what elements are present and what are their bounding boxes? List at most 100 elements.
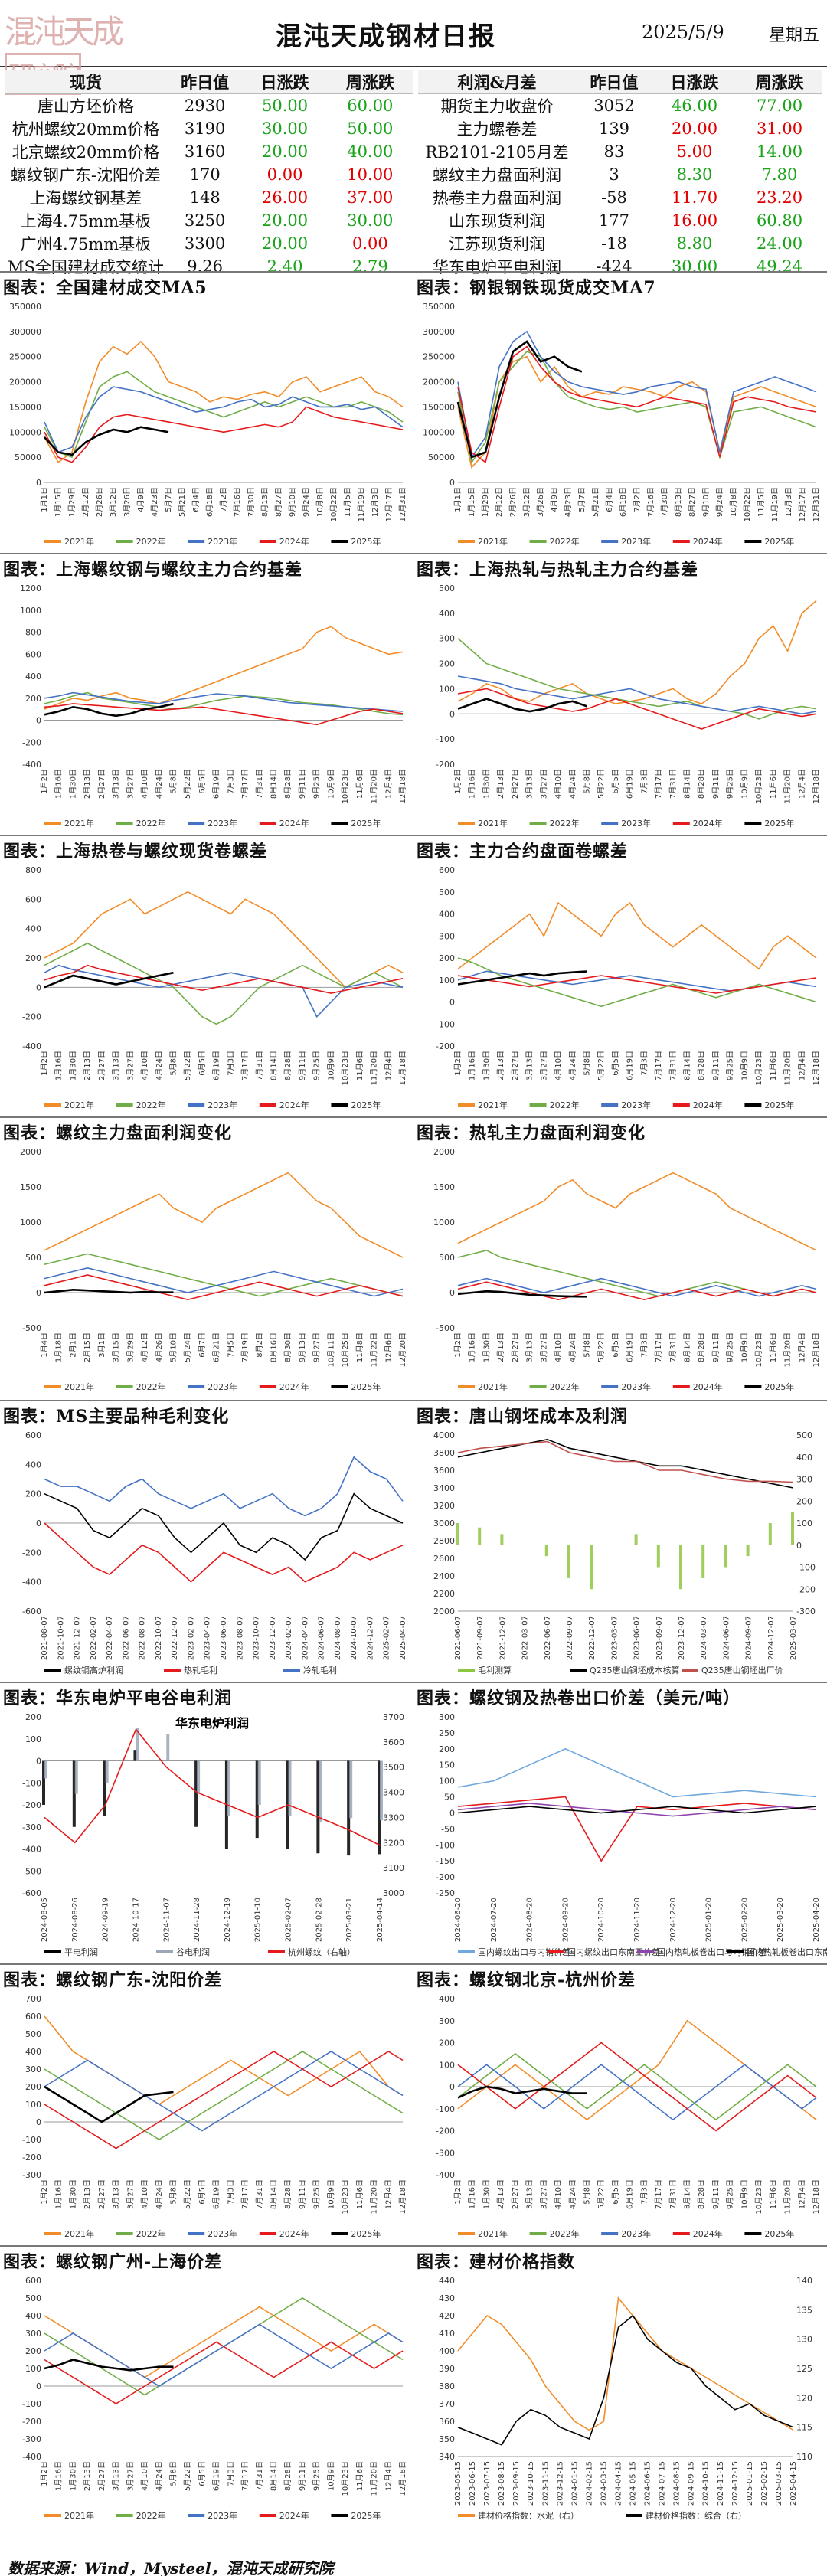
x-tick-label: 6月19日	[212, 2179, 221, 2209]
legend-label: 国内热轧板卷出口东南亚价差	[747, 1947, 827, 1957]
y-tick-label: 1000	[20, 606, 41, 616]
chart-c8: 2000 1500 1000 500 0 -500 1月2日 1月16日 1月30日 2月13日 2…	[414, 1141, 827, 1398]
legend-label: 冷轧毛利	[303, 1665, 337, 1675]
x-tick-label: 12月6日	[384, 1332, 393, 1362]
x-tick-label: 1月2日	[453, 2179, 463, 2205]
y-tick-label: 340	[439, 2452, 455, 2462]
y-tick-label: 390	[439, 2364, 455, 2374]
x-tick-label: 9月25日	[726, 1051, 735, 1080]
table-row: 螺纹钢广东-沈阳价差 170 0.00 10.00	[5, 163, 414, 186]
y-tick-label: -200	[22, 1800, 41, 1810]
table-row: RB2101-2105月差 83 5.00 14.00	[418, 140, 822, 163]
y2-tick-label: 300	[796, 1475, 812, 1485]
y-tick-label: 4000	[433, 1430, 455, 1440]
y-tick-label: -150	[436, 1856, 455, 1866]
x-tick-label: 6月21日	[212, 1332, 221, 1362]
y-tick-label: -200	[22, 2153, 41, 2162]
y-tick-label: -100	[436, 734, 455, 744]
series-line	[44, 626, 404, 710]
x-tick-label: 1月2日	[40, 2179, 49, 2205]
x-tick-label: 3月13日	[112, 769, 121, 799]
y2-tick-label: 140	[796, 2276, 812, 2286]
y2-tick-label: 3500	[383, 1763, 404, 1773]
x-tick-label: 2025-04-20	[812, 1898, 821, 1942]
bar-mark	[288, 1760, 292, 1816]
series-line	[457, 970, 587, 986]
y-tick-label: 400	[439, 910, 455, 920]
y-tick-label: -100	[436, 2104, 455, 2114]
bar-mark	[133, 1750, 137, 1761]
x-tick-label: 2024-08-20	[526, 1898, 534, 1942]
legend-swatch	[259, 822, 276, 825]
x-tick-label: 2023-08-15	[498, 2461, 506, 2506]
legend-label: 2024年	[279, 818, 309, 829]
y2-tick-label: 3300	[383, 1813, 404, 1822]
legend-label: 2022年	[550, 2228, 580, 2239]
x-tick-label: 1月16日	[468, 1051, 477, 1080]
x-tick-label: 2023-11-15	[541, 2461, 550, 2506]
x-tick-label: 4月10日	[554, 1051, 563, 1080]
legend-label: 热轧毛利	[184, 1665, 217, 1675]
row-day-change: 11.70	[671, 188, 718, 207]
x-tick-label: 7月3日	[639, 1051, 649, 1076]
x-tick-label: 4月10日	[554, 1332, 563, 1362]
y-tick-label: 0	[36, 2381, 41, 2391]
x-tick-label: 2022-12-07	[588, 1616, 597, 1660]
x-tick-label: 1月2日	[40, 1051, 49, 1076]
y-tick-label: -100	[22, 2399, 41, 2409]
x-tick-label: 2021-12-07	[498, 1616, 507, 1660]
y-tick-label: 200	[25, 1489, 41, 1499]
x-tick-label: 8月14日	[683, 769, 692, 799]
x-tick-label: 12月18日	[398, 769, 407, 803]
report-title: 混沌天成钢材日报	[276, 21, 496, 52]
x-tick-label: 4月24日	[568, 769, 577, 799]
y-tick-label: 200	[25, 953, 41, 963]
x-tick-label: 2023-02-07	[187, 1616, 195, 1660]
row-value: 170	[189, 165, 221, 184]
legend-swatch	[188, 1103, 205, 1107]
x-tick-label: 3月13日	[525, 2179, 534, 2209]
chart-c13: 700 600 500 400 300 200 100 0 -100 -200 -300 1月2日 1月…	[0, 1988, 414, 2245]
x-tick-label: 8月13日	[260, 487, 270, 517]
x-tick-label: 4月26日	[155, 1332, 164, 1362]
legend-swatch	[672, 1103, 690, 1107]
row-name: 北京螺纹20mm价格	[11, 143, 160, 162]
legend-swatch	[672, 822, 690, 825]
y-tick-label: -100	[22, 1778, 41, 1788]
x-tick-label: 8月14日	[683, 2179, 692, 2209]
chart-title: 图表：螺纹主力盘面利润变化	[3, 1123, 233, 1143]
x-tick-label: 7月31日	[668, 1051, 678, 1080]
x-tick-label: 12月3日	[371, 487, 380, 517]
y-tick-label: -400	[436, 2170, 455, 2180]
legend-label: 2021年	[64, 2228, 94, 2239]
x-tick-label: 7月17日	[654, 769, 663, 799]
row-day-change: 46.00	[671, 96, 718, 115]
table-row: 螺纹主力盘面利润 3 8.30 7.80	[418, 163, 822, 186]
x-tick-label: 7月3日	[226, 769, 235, 794]
series-line	[44, 406, 404, 463]
y2-tick-label: 130	[796, 2335, 812, 2345]
y2-tick-label: 3400	[383, 1788, 404, 1798]
x-tick-label: 2024-03-07	[700, 1616, 708, 1660]
y-tick-label: -50	[441, 1824, 455, 1834]
row-value: -424	[596, 257, 633, 276]
table-row: 杭州螺纹20mm价格 3190 30.00 50.00	[5, 117, 414, 140]
legend-label: 2025年	[764, 1100, 794, 1110]
row-week-change: 0.00	[351, 234, 388, 253]
y-tick-label: -400	[22, 1577, 41, 1587]
x-tick-label: 2024-10-20	[597, 1898, 606, 1942]
legend-label: 2021年	[478, 818, 508, 829]
row-week-change: 10.00	[347, 165, 394, 184]
bar-mark	[257, 1760, 261, 1805]
legend-label: 2023年	[208, 2510, 237, 2521]
legend-swatch	[529, 1103, 547, 1107]
x-tick-label: 3月27日	[126, 2179, 135, 2209]
y-tick-label: 1000	[433, 1218, 455, 1228]
legend-swatch	[744, 540, 762, 543]
x-tick-label: 12月4日	[797, 2179, 806, 2209]
x-tick-label: 5月22日	[597, 769, 606, 799]
series-line	[44, 371, 404, 459]
x-tick-label: 8月14日	[683, 1051, 692, 1080]
legend-swatch	[529, 822, 547, 825]
